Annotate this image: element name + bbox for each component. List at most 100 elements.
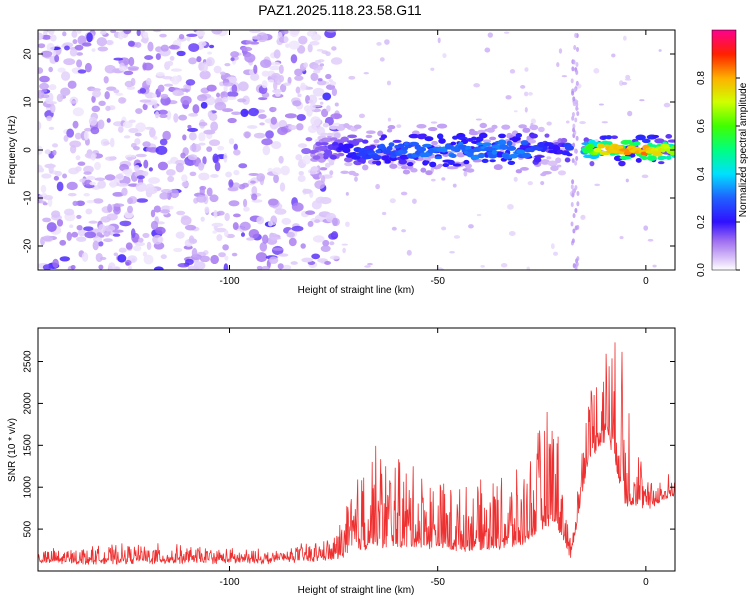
heatmap-cell bbox=[84, 231, 97, 239]
heatmap-cell bbox=[371, 154, 382, 160]
heatmap-cell bbox=[447, 159, 455, 166]
heatmap-cell bbox=[348, 75, 356, 80]
heatmap-cell bbox=[363, 71, 369, 75]
heatmap-cell bbox=[301, 257, 313, 263]
heatmap-cell bbox=[329, 137, 338, 141]
heatmap-cell bbox=[396, 124, 402, 129]
heatmap-cell bbox=[279, 83, 287, 93]
heatmap-cell bbox=[214, 227, 227, 233]
heatmap-cell bbox=[373, 139, 380, 144]
heatmap-cell bbox=[458, 144, 468, 150]
heatmap-cell bbox=[69, 140, 82, 148]
heatmap-cell bbox=[271, 247, 284, 251]
heatmap-cell bbox=[571, 90, 575, 96]
heatmap-cell bbox=[163, 83, 174, 87]
heatmap-cell bbox=[100, 138, 110, 147]
heatmap-cell bbox=[667, 139, 675, 143]
heatmap-cell bbox=[610, 135, 618, 139]
heatmap-cell bbox=[430, 121, 438, 124]
heatmap-cell bbox=[109, 137, 115, 148]
heatmap-cell bbox=[329, 81, 337, 86]
heatmap-cell bbox=[431, 140, 438, 146]
heatmap-cell bbox=[331, 87, 338, 97]
heatmap-cell bbox=[56, 181, 64, 192]
heatmap-cell bbox=[542, 171, 552, 175]
heatmap-cell bbox=[213, 209, 218, 218]
heatmap-cell bbox=[575, 106, 579, 112]
heatmap-cell bbox=[271, 141, 282, 150]
heatmap-cell bbox=[552, 145, 561, 152]
heatmap-cell bbox=[128, 56, 135, 67]
heatmap-cell bbox=[570, 78, 574, 84]
heatmap-cell bbox=[573, 148, 577, 154]
heatmap-cell bbox=[210, 174, 219, 178]
heatmap-cell bbox=[44, 149, 51, 155]
heatmap-cell bbox=[238, 163, 248, 169]
heatmap-cell bbox=[175, 231, 185, 239]
heatmap-cell bbox=[155, 71, 165, 77]
heatmap-cell bbox=[132, 146, 140, 151]
heatmap-cell bbox=[206, 146, 213, 153]
heatmap-cell bbox=[98, 224, 106, 234]
heatmap-cell bbox=[72, 120, 79, 129]
heatmap-cell bbox=[270, 236, 282, 240]
heatmap-cell bbox=[84, 62, 92, 73]
heatmap-cell bbox=[302, 155, 312, 165]
heatmap-cell bbox=[336, 125, 346, 131]
heatmap-cell bbox=[51, 143, 59, 148]
heatmap-cell bbox=[144, 55, 154, 60]
heatmap-cell bbox=[325, 30, 337, 33]
heatmap-cell bbox=[365, 130, 376, 135]
heatmap-cell bbox=[575, 80, 579, 86]
heatmap-cell bbox=[533, 156, 542, 163]
heatmap-cell bbox=[70, 100, 77, 104]
spectrogram-y-ticks: -20 -10 0 10 20 bbox=[23, 48, 675, 253]
heatmap-cell bbox=[365, 134, 373, 139]
heatmap-cell bbox=[571, 192, 575, 198]
heatmap-cell bbox=[153, 104, 158, 109]
heatmap-cell bbox=[198, 41, 207, 47]
heatmap-cell bbox=[182, 134, 187, 141]
heatmap-cell bbox=[283, 35, 289, 43]
heatmap-cell bbox=[574, 32, 578, 38]
heatmap-cell bbox=[652, 151, 663, 157]
heatmap-cell bbox=[524, 67, 529, 72]
heatmap-cell bbox=[57, 67, 66, 73]
heatmap-cell bbox=[319, 142, 329, 146]
heatmap-cell bbox=[52, 50, 57, 57]
heatmap-cell bbox=[354, 176, 358, 182]
heatmap-cell bbox=[41, 52, 52, 58]
heatmap-cell bbox=[576, 46, 580, 52]
heatmap-cell bbox=[315, 196, 327, 204]
heatmap-cell bbox=[250, 180, 256, 184]
heatmap-cell bbox=[191, 247, 198, 258]
heatmap-cell bbox=[518, 124, 527, 129]
heatmap-cell bbox=[491, 124, 498, 129]
heatmap-cell bbox=[482, 139, 492, 143]
heatmap-cell bbox=[91, 105, 101, 113]
heatmap-cell bbox=[94, 161, 101, 171]
heatmap-cell bbox=[430, 67, 435, 71]
spectrogram-y-tick-label: 20 bbox=[23, 48, 34, 60]
heatmap-cell bbox=[298, 170, 304, 176]
heatmap-cell bbox=[507, 203, 514, 210]
heatmap-cell bbox=[38, 164, 43, 173]
spectrogram-y-tick-label: -20 bbox=[23, 238, 34, 253]
heatmap-cell bbox=[70, 265, 76, 270]
heatmap-cell bbox=[38, 120, 42, 131]
heatmap-cell bbox=[175, 162, 185, 173]
heatmap-cell bbox=[412, 198, 417, 204]
heatmap-cell bbox=[311, 33, 322, 41]
heatmap-cell bbox=[214, 161, 221, 172]
heatmap-cell bbox=[509, 69, 516, 74]
heatmap-cell bbox=[570, 202, 574, 208]
spectrogram-x-ticks: -100 -50 0 bbox=[220, 30, 649, 287]
heatmap-cell bbox=[564, 157, 571, 163]
heatmap-cell bbox=[358, 113, 366, 119]
heatmap-cell bbox=[400, 191, 408, 196]
heatmap-cell bbox=[605, 135, 613, 140]
heatmap-cell bbox=[62, 173, 68, 179]
heatmap-cell bbox=[476, 142, 483, 146]
heatmap-cell bbox=[248, 229, 260, 239]
heatmap-cell bbox=[88, 116, 98, 126]
